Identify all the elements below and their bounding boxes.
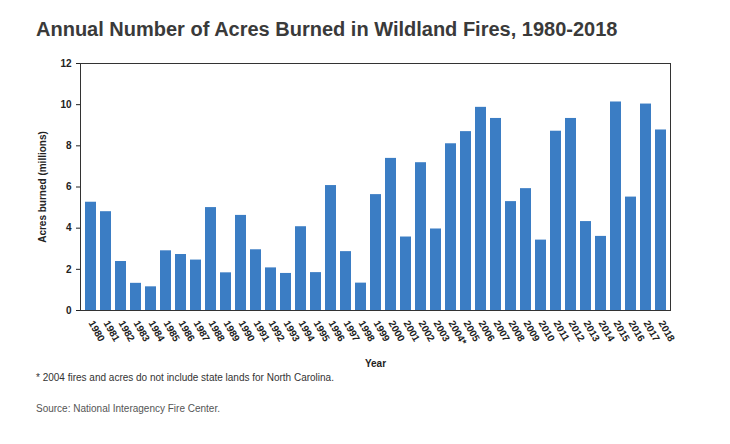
svg-text:1987: 1987 — [191, 318, 213, 344]
svg-text:2009: 2009 — [521, 318, 543, 344]
svg-text:10: 10 — [60, 99, 72, 110]
svg-text:2012: 2012 — [566, 318, 588, 344]
svg-text:1988: 1988 — [206, 318, 228, 344]
svg-text:1989: 1989 — [221, 318, 243, 344]
svg-text:2016: 2016 — [626, 318, 648, 344]
svg-text:2: 2 — [66, 264, 72, 275]
svg-text:1995: 1995 — [311, 318, 333, 344]
svg-text:2013: 2013 — [581, 318, 603, 344]
html-text:Source: National Interagency F: Source: National Interagency Fire Center… — [36, 403, 220, 414]
svg-text:8: 8 — [66, 140, 72, 151]
svg-text:0: 0 — [66, 305, 72, 316]
svg-text:2001: 2001 — [401, 318, 423, 344]
svg-text:2017: 2017 — [641, 318, 663, 344]
svg-text:1991: 1991 — [251, 318, 273, 344]
svg-text:2008: 2008 — [506, 318, 528, 344]
svg-text:2002: 2002 — [416, 318, 438, 344]
svg-text:1997: 1997 — [341, 318, 363, 344]
svg-text:1998: 1998 — [356, 318, 378, 344]
svg-text:2004*: 2004* — [446, 318, 470, 347]
svg-text:2006: 2006 — [476, 318, 498, 344]
svg-text:2005: 2005 — [461, 318, 483, 344]
svg-text:2011: 2011 — [551, 318, 572, 343]
svg-text:1992: 1992 — [266, 318, 288, 344]
svg-text:1983: 1983 — [131, 318, 153, 344]
svg-text:1990: 1990 — [236, 318, 258, 344]
svg-text:1985: 1985 — [161, 318, 183, 344]
svg-text:1994: 1994 — [296, 318, 318, 344]
svg-text:2003: 2003 — [431, 318, 453, 344]
svg-text:1999: 1999 — [371, 318, 393, 344]
svg-text:4: 4 — [66, 222, 72, 233]
svg-text:2000: 2000 — [386, 318, 408, 344]
svg-text:2014: 2014 — [596, 318, 618, 344]
svg-text:12: 12 — [60, 58, 72, 69]
svg-text:1981: 1981 — [101, 318, 123, 344]
svg-text:1982: 1982 — [116, 318, 138, 344]
svg-text:1993: 1993 — [281, 318, 303, 344]
svg-text:6: 6 — [66, 181, 72, 192]
svg-text:Year: Year — [365, 358, 386, 369]
svg-text:1996: 1996 — [326, 318, 348, 344]
html-text:Annual Number of Acres Burned: Annual Number of Acres Burned in Wildlan… — [36, 18, 618, 40]
svg-text:2015: 2015 — [611, 318, 633, 344]
svg-text:Acres burned (millions): Acres burned (millions) — [37, 131, 48, 243]
svg-text:1986: 1986 — [176, 318, 198, 344]
svg-text:2007: 2007 — [491, 318, 513, 344]
svg-text:2018: 2018 — [656, 319, 677, 344]
html-text:* 2004 fires and acres do not: * 2004 fires and acres do not include st… — [36, 372, 334, 383]
svg-text:1984: 1984 — [146, 318, 168, 344]
svg-text:1980: 1980 — [86, 318, 108, 344]
svg-text:2010: 2010 — [536, 318, 558, 344]
